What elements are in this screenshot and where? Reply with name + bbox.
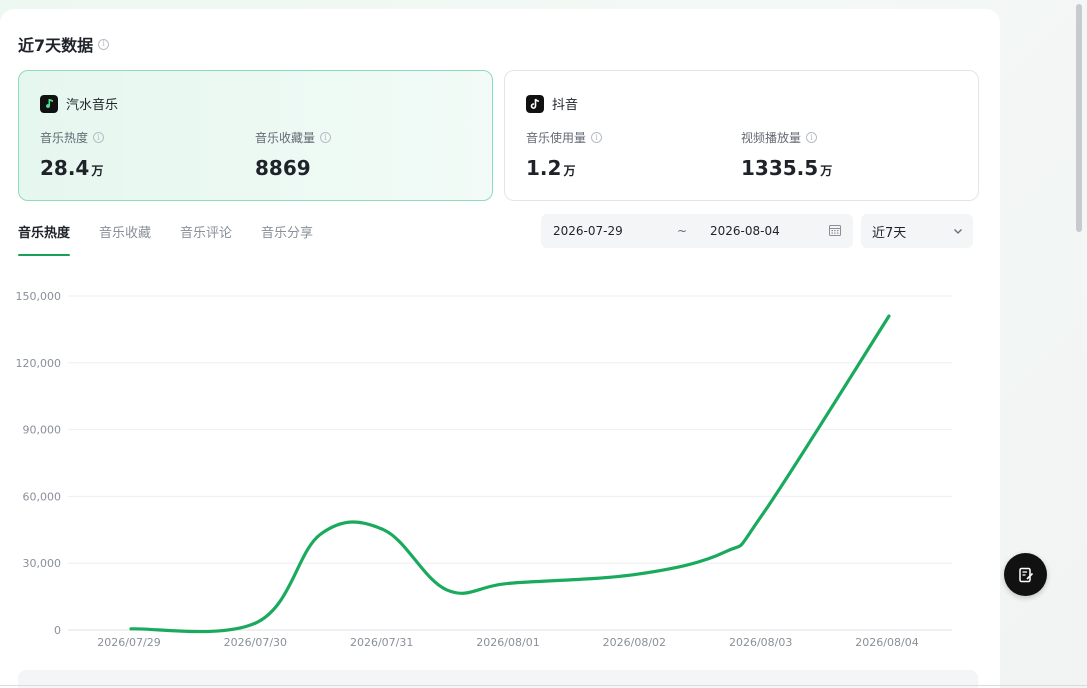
- x-tick-label: 2026/08/04: [855, 636, 918, 649]
- metric-music-heat: 音乐热度 i 28.4 万: [40, 129, 105, 180]
- platform-card-qishui[interactable]: 汽水音乐 音乐热度 i 28.4 万 音乐收藏量 i 8869: [18, 70, 493, 201]
- metric-label: 音乐使用量: [526, 131, 587, 145]
- music-note-icon: [40, 94, 58, 113]
- y-tick-label: 120,000: [16, 357, 62, 370]
- metric-unit: 万: [563, 164, 576, 178]
- date-start[interactable]: 2026-07-29: [553, 224, 623, 238]
- info-icon[interactable]: i: [93, 132, 105, 143]
- section-title: 近7天数据: [18, 36, 94, 55]
- metric-label: 音乐收藏量: [255, 131, 316, 145]
- x-tick-label: 2026/07/29: [97, 636, 160, 649]
- x-tick-label: 2026/08/02: [603, 636, 666, 649]
- scrollbar[interactable]: [1076, 4, 1082, 232]
- line-chart: 0 30,000 60,000 90,000 120,000 150,000 2026/07…: [0, 280, 980, 655]
- tab-music-shares[interactable]: 音乐分享: [261, 226, 314, 241]
- tab-music-comments[interactable]: 音乐评论: [180, 226, 233, 241]
- metric-label: 视频播放量: [741, 131, 802, 145]
- platform-name: 汽水音乐: [66, 98, 119, 113]
- info-icon[interactable]: i: [320, 132, 332, 143]
- bottom-panel: [18, 670, 978, 688]
- metric-unit: 万: [91, 164, 104, 178]
- date-end[interactable]: 2026-08-04: [710, 224, 780, 238]
- info-icon[interactable]: i: [591, 132, 603, 143]
- metric-value: 1335.5: [741, 156, 819, 180]
- y-tick-label: 150,000: [16, 290, 62, 303]
- metric-music-favorites: 音乐收藏量 i 8869: [255, 129, 332, 180]
- tab-music-heat[interactable]: 音乐热度: [18, 222, 71, 256]
- platform-name: 抖音: [552, 98, 579, 113]
- info-icon[interactable]: i: [806, 132, 818, 143]
- metric-value: 28.4: [40, 156, 90, 180]
- chevron-down-icon: [954, 229, 962, 234]
- y-tick-label: 60,000: [23, 490, 62, 503]
- range-select-value: 近7天: [872, 225, 907, 241]
- range-select[interactable]: 近7天: [861, 214, 973, 248]
- tab-music-favorites[interactable]: 音乐收藏: [99, 226, 152, 241]
- section-header: 近7天数据 i: [18, 32, 110, 56]
- date-range-picker[interactable]: 2026-07-29 ~ 2026-08-04: [541, 214, 853, 248]
- calendar-icon[interactable]: [829, 224, 841, 236]
- divider: [0, 685, 1087, 686]
- tiktok-icon: [526, 94, 544, 113]
- metric-value: 1.2: [526, 156, 562, 180]
- x-tick-label: 2026/08/01: [476, 636, 539, 649]
- series-line: [129, 314, 891, 634]
- metric-video-plays: 视频播放量 i 1335.5 万: [741, 129, 832, 180]
- metric-unit: 万: [820, 164, 833, 178]
- y-tick-label: 30,000: [23, 557, 62, 570]
- edit-note-icon: [1018, 567, 1033, 582]
- x-tick-label: 2026/08/03: [729, 636, 792, 649]
- y-tick-label: 90,000: [23, 424, 62, 437]
- metric-music-usage: 音乐使用量 i 1.2 万: [526, 129, 603, 180]
- metric-label: 音乐热度: [40, 131, 89, 145]
- date-separator: ~: [677, 224, 688, 238]
- metric-tabs: 音乐热度 音乐收藏 音乐评论 音乐分享: [18, 222, 342, 256]
- x-tick-label: 2026/07/30: [224, 636, 287, 649]
- y-tick-label: 0: [54, 624, 61, 637]
- x-tick-label: 2026/07/31: [350, 636, 413, 649]
- metric-value: 8869: [255, 156, 311, 180]
- info-icon[interactable]: i: [98, 38, 110, 50]
- platform-card-douyin[interactable]: 抖音 音乐使用量 i 1.2 万 视频播放量 i 1335.5 万: [504, 70, 979, 201]
- feedback-button[interactable]: [1004, 553, 1047, 596]
